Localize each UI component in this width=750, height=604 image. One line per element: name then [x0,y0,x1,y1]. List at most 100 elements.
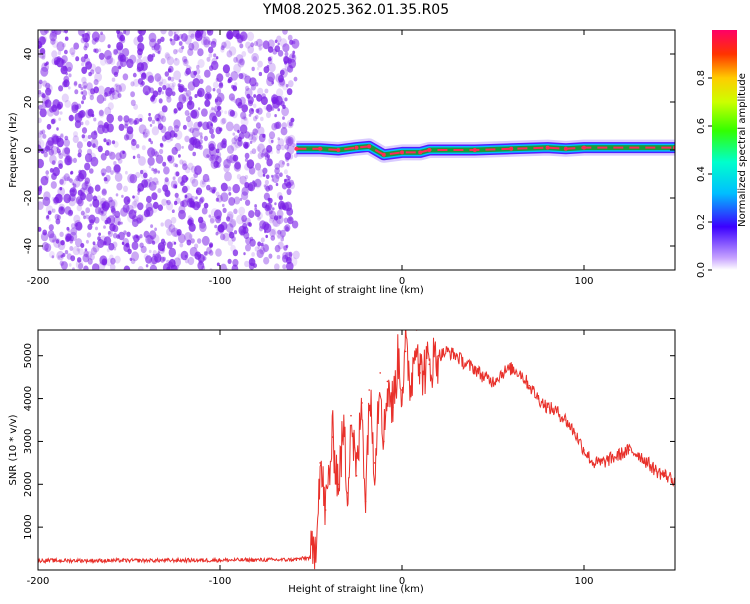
noise-speckle [194,165,202,176]
noise-speckle [106,217,112,224]
snr-point [528,384,531,387]
noise-speckle [282,83,288,91]
noise-speckle [286,144,295,155]
snr-point [501,372,503,374]
noise-speckle [99,200,107,209]
noise-speckle [231,137,237,145]
noise-speckle [72,135,79,144]
noise-speckle [82,32,90,43]
noise-speckle [195,68,201,75]
snr-point [574,432,576,434]
noise-speckle [241,214,248,223]
noise-speckle [139,82,144,88]
noise-speckle [110,257,116,265]
noise-speckle [103,177,108,182]
ridge-point [545,145,550,150]
noise-speckle [73,42,80,50]
noise-speckle [136,144,140,149]
noise-speckle [113,83,121,93]
spectrogram-xtick-label: 100 [574,276,593,287]
noise-speckle [151,192,158,201]
noise-speckle [111,77,116,82]
noise-speckle [171,227,179,237]
noise-speckle [185,67,191,75]
noise-speckle [52,166,60,177]
noise-speckle [59,260,64,266]
noise-speckle [124,123,129,129]
snr-point [419,372,422,374]
noise-speckle [248,134,254,141]
noise-speckle [153,168,158,173]
noise-speckle [116,41,124,51]
noise-speckle [247,45,254,54]
noise-speckle [83,250,89,258]
noise-speckle [122,150,125,155]
noise-speckle [276,254,281,260]
noise-speckle [212,186,217,192]
noise-speckle [80,210,85,216]
noise-speckle [86,82,93,91]
noise-speckle [253,116,258,122]
noise-speckle [255,122,261,129]
noise-speckle [242,115,247,121]
noise-speckle [166,259,170,264]
noise-speckle [277,77,286,88]
noise-speckle [288,58,297,69]
noise-speckle [173,49,178,55]
noise-speckle [117,158,123,164]
noise-speckle [97,239,105,248]
noise-speckle [257,245,261,249]
noise-speckle [220,118,226,125]
noise-speckle [123,185,128,192]
noise-speckle [45,82,51,90]
noise-speckle [203,202,209,209]
noise-speckle [177,253,183,261]
snr-series-line [38,330,675,570]
noise-speckle [127,248,132,255]
snr-point [656,470,658,473]
noise-speckle [38,144,42,154]
noise-speckle [246,93,251,99]
noise-speckle [175,163,179,168]
noise-speckle [216,73,224,83]
noise-speckle [248,210,255,219]
noise-speckle [182,56,188,63]
noise-speckle [282,202,290,211]
noise-speckle [283,178,287,183]
noise-speckle [227,78,232,84]
noise-speckle [185,177,189,181]
noise-speckle [208,250,214,256]
noise-speckle [104,150,110,156]
noise-speckle [174,130,183,140]
noise-speckle [96,195,102,201]
noise-speckle [165,134,173,143]
noise-speckle [281,122,287,129]
noise-speckle [172,82,176,87]
noise-speckle [161,198,168,206]
noise-speckle [221,117,227,124]
noise-speckle [122,30,127,35]
noise-speckle [88,71,92,77]
noise-speckle [170,76,175,82]
noise-speckle [112,48,119,56]
noise-speckle [87,223,93,230]
noise-speckle [205,85,212,94]
noise-speckle [161,105,168,113]
noise-speckle [240,111,247,120]
noise-speckle [45,61,49,66]
noise-speckle [51,239,55,243]
noise-speckle [267,72,275,82]
noise-speckle [223,158,231,169]
noise-speckle [276,149,281,154]
noise-speckle [241,186,249,196]
noise-speckle [226,216,231,222]
noise-speckle [148,181,157,191]
noise-speckle [151,53,156,58]
snr-point [628,449,631,451]
snr-point [343,427,345,430]
noise-speckle [218,82,224,89]
noise-speckle [210,159,219,170]
noise-speckle [291,54,295,59]
